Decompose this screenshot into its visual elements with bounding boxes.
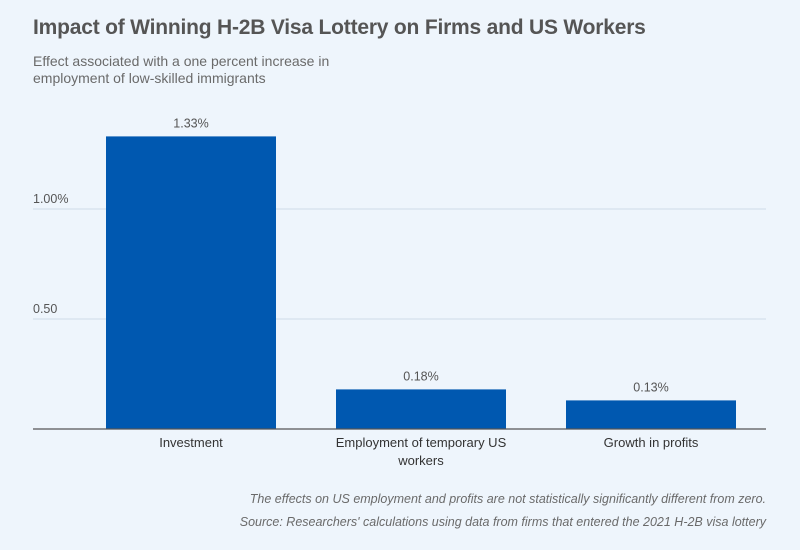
- data-label-0: 1.33%: [173, 116, 208, 130]
- data-labels: 1.33% 0.18% 0.13%: [173, 116, 668, 394]
- data-label-2: 0.13%: [633, 380, 668, 394]
- chart-title: Impact of Winning H-2B Visa Lottery on F…: [33, 16, 646, 39]
- category-label-1-line-1: workers: [397, 453, 444, 468]
- data-label-1: 0.18%: [403, 369, 438, 383]
- bar-0: [106, 136, 276, 429]
- footnote: The effects on US employment and profits…: [249, 492, 766, 506]
- source-note: Source: Researchers' calculations using …: [239, 515, 766, 529]
- bar-2: [566, 400, 736, 429]
- bars: [106, 136, 736, 429]
- category-labels: Investment Employment of temporary US work…: [159, 435, 699, 468]
- category-label-0: Investment: [159, 435, 223, 450]
- category-label-2: Growth in profits: [604, 435, 699, 450]
- chart-subtitle: Effect associated with a one percent inc…: [33, 53, 330, 86]
- category-label-1: Employment of temporary US: [336, 435, 507, 450]
- bar-1: [336, 389, 506, 429]
- y-tick-label-0: 0.50: [33, 302, 57, 316]
- y-tick-label-1: 1.00%: [33, 192, 68, 206]
